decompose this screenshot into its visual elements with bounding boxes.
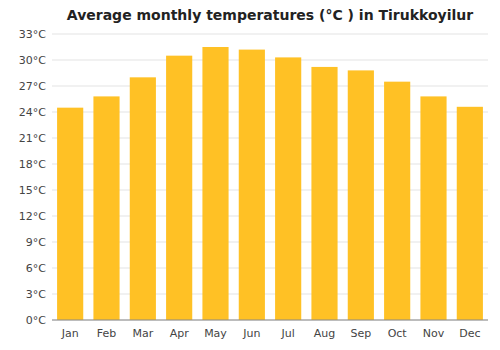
bar <box>384 82 410 320</box>
bars <box>57 47 483 320</box>
x-tick-label: Jul <box>281 327 295 340</box>
x-tick-label: Jan <box>61 327 79 340</box>
bar <box>348 70 374 320</box>
x-tick-label: Aug <box>314 327 335 340</box>
bar <box>130 77 156 320</box>
x-tick-label: Apr <box>170 327 190 340</box>
x-tick-label: Oct <box>388 327 408 340</box>
x-tick-label: Feb <box>97 327 116 340</box>
y-tick-label: 30°C <box>19 54 46 67</box>
bar <box>457 107 483 320</box>
grid-line <box>52 34 488 35</box>
x-tick-label: Jun <box>242 327 260 340</box>
chart-container: Average monthly temperatures (°C ) in Ti… <box>0 0 500 350</box>
bar <box>239 50 265 320</box>
x-axis: Jan Feb Mar Apr May Jun Jul Aug Sep Oct Nov Dec <box>61 327 481 340</box>
y-tick-label: 27°C <box>19 80 46 93</box>
chart: Average monthly temperatures (°C ) in Ti… <box>0 0 500 350</box>
grid-line <box>52 60 488 61</box>
title: Average monthly temperatures (°C ) in Ti… <box>67 7 473 23</box>
y-tick-label: 6°C <box>26 262 46 275</box>
y-tick-label: 18°C <box>19 158 46 171</box>
bar <box>166 56 192 320</box>
y-tick-label: 3°C <box>26 288 46 301</box>
y-tick-label: 9°C <box>26 236 46 249</box>
x-tick-label: Mar <box>132 327 153 340</box>
y-tick-label: 15°C <box>19 184 46 197</box>
x-tick-label: Dec <box>459 327 480 340</box>
bar <box>420 96 446 320</box>
y-tick-label: 24°C <box>19 106 46 119</box>
bar <box>57 108 83 320</box>
bar <box>93 96 119 320</box>
bar <box>275 57 301 320</box>
x-tick-label: Sep <box>350 327 371 340</box>
grid-line <box>52 86 488 87</box>
bar <box>202 47 228 320</box>
y-tick-label: 12°C <box>19 210 46 223</box>
bar <box>311 67 337 320</box>
y-tick-label: 33°C <box>19 28 46 41</box>
y-tick-label: 0°C <box>26 314 46 327</box>
x-tick-label: Nov <box>423 327 445 340</box>
x-axis-line <box>52 320 488 321</box>
y-grid <box>52 34 488 320</box>
y-tick-label: 21°C <box>19 132 46 145</box>
y-axis: 0°C 3°C 6°C 9°C 12°C 15°C 18°C 21°C 24°C 27°C 30°C… <box>19 28 46 327</box>
grid-line <box>52 320 488 321</box>
x-tick-label: May <box>204 327 227 340</box>
